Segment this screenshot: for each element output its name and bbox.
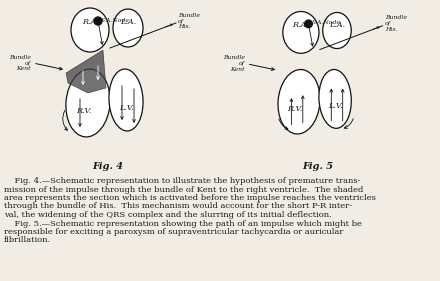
Ellipse shape: [66, 69, 110, 137]
Text: L.A.: L.A.: [120, 18, 136, 26]
Circle shape: [304, 20, 312, 28]
Text: R.A.: R.A.: [82, 18, 99, 26]
Text: through the bundle of His.  This mechanism would account for the short P-R inter: through the bundle of His. This mechanis…: [4, 203, 352, 210]
Text: S.A.Node: S.A.Node: [101, 17, 130, 22]
Text: Fig. 5.—Schematic representation showing the path of an impulse which might be: Fig. 5.—Schematic representation showing…: [4, 219, 362, 228]
Text: Fig. 4: Fig. 4: [92, 162, 124, 171]
Text: area represents the section which is activated before the impulse reaches the ve: area represents the section which is act…: [4, 194, 376, 202]
Text: mission of the impulse through the bundle of Kent to the right ventricle.  The s: mission of the impulse through the bundl…: [4, 185, 363, 194]
Text: val, the widening of the QRS complex and the slurring of its initial deflection.: val, the widening of the QRS complex and…: [4, 211, 332, 219]
Text: L.V.: L.V.: [328, 103, 342, 110]
Text: S.A.Node: S.A.Node: [312, 21, 341, 25]
Text: Fig. 5: Fig. 5: [303, 162, 334, 171]
Text: R.A.: R.A.: [293, 21, 309, 29]
Text: Bundle
of
His.: Bundle of His.: [178, 13, 200, 29]
Ellipse shape: [283, 12, 319, 53]
Ellipse shape: [113, 9, 143, 47]
Circle shape: [94, 17, 102, 25]
Text: L.V.: L.V.: [119, 104, 133, 112]
Ellipse shape: [109, 69, 143, 131]
Text: L.A.: L.A.: [329, 21, 345, 29]
Text: Bundle
of
His.: Bundle of His.: [385, 15, 407, 32]
Ellipse shape: [278, 69, 320, 134]
Text: Fig. 4.—Schematic representation to illustrate the hypothesis of premature trans: Fig. 4.—Schematic representation to illu…: [4, 177, 360, 185]
Ellipse shape: [71, 8, 109, 52]
Polygon shape: [66, 50, 106, 93]
Ellipse shape: [319, 69, 351, 128]
Text: R.V.: R.V.: [76, 107, 92, 115]
Text: Bundle
of
Kent: Bundle of Kent: [9, 55, 31, 71]
Ellipse shape: [323, 12, 351, 49]
Text: Bundle
of
Kent: Bundle of Kent: [223, 55, 245, 72]
Text: responsible for exciting a paroxysm of supraventricular tachycardia or auricular: responsible for exciting a paroxysm of s…: [4, 228, 343, 236]
Text: R.V.: R.V.: [287, 105, 303, 113]
Text: fibrillation.: fibrillation.: [4, 237, 51, 244]
